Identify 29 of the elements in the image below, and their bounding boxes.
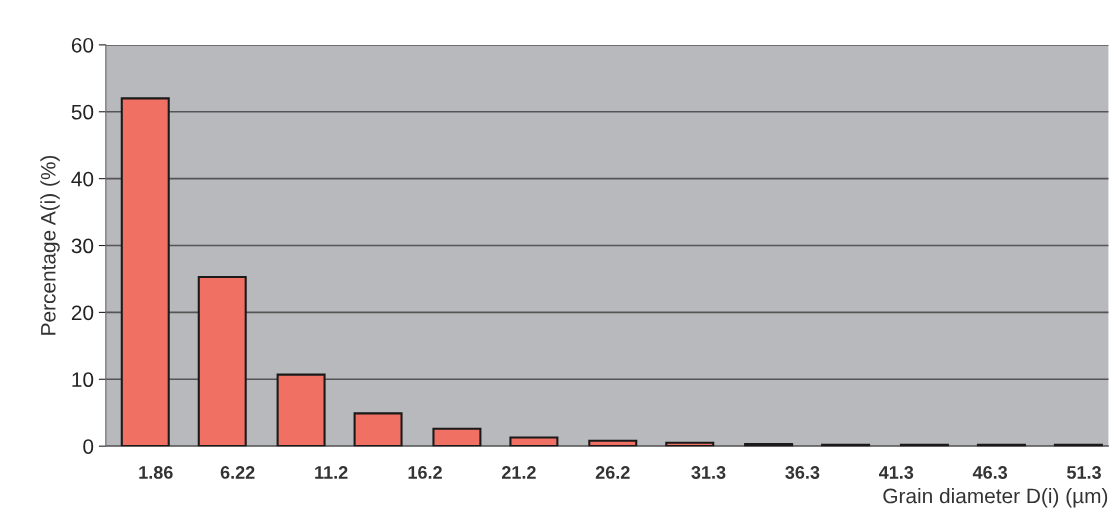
- bar: [744, 443, 794, 447]
- x-tick-label: 11.2: [315, 466, 348, 479]
- x-tick-label: 21.2: [501, 466, 536, 479]
- bar: [197, 275, 247, 447]
- x-tick-label: 16.2: [408, 466, 442, 479]
- y-tick-label: 20: [71, 305, 94, 321]
- bar: [120, 97, 170, 447]
- y-tick-label: 0: [83, 439, 94, 454]
- x-tick-label: 6.22: [220, 466, 255, 479]
- y-tick-label: 40: [71, 171, 94, 187]
- bar: [665, 441, 715, 447]
- y-axis-title: Percentage A(i) (%): [40, 155, 60, 335]
- x-tick-label: 36.3: [785, 466, 820, 479]
- y-tick-label: 10: [72, 372, 94, 388]
- x-axis-title: Grain diameter D(i) (µm): [883, 487, 1108, 508]
- y-tick-label: 60: [71, 37, 94, 53]
- bar: [353, 412, 403, 447]
- bar: [588, 439, 638, 447]
- bar: [509, 436, 559, 447]
- y-tick-label: 50: [71, 104, 94, 120]
- x-tick-label: 51.3: [1067, 466, 1101, 479]
- x-tick-label: 41.3: [878, 466, 914, 479]
- bar: [276, 373, 326, 447]
- x-tick-label: 1.86: [139, 466, 173, 479]
- bar: [432, 427, 482, 447]
- x-tick-label: 26.2: [595, 466, 630, 479]
- x-tick-label: 46.3: [972, 466, 1008, 479]
- x-tick-label: 31.3: [691, 466, 726, 479]
- y-tick-label: 30: [71, 238, 94, 254]
